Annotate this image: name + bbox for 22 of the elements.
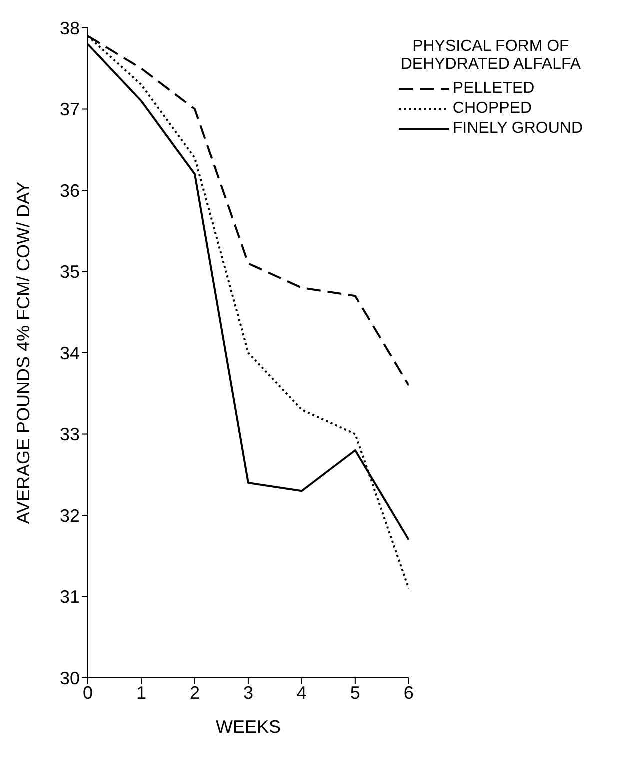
x-tick-label: 3 <box>243 682 254 703</box>
y-tick-label: 37 <box>60 100 80 120</box>
legend-title: PHYSICAL FORM OF DEHYDRATED ALFALFA <box>400 38 582 74</box>
x-tick-label: 5 <box>350 682 360 703</box>
y-axis-title: AVERAGE POUNDS 4% FCM/ COW/ DAY <box>13 182 34 524</box>
y-tick-label: 30 <box>60 668 80 688</box>
legend-label: CHOPPED <box>452 100 532 118</box>
x-tick-label: 6 <box>404 682 414 703</box>
y-tick-label: 31 <box>60 587 80 608</box>
y-tick-label: 35 <box>60 262 80 282</box>
x-tick-label: 4 <box>296 682 307 703</box>
y-tick-label: 36 <box>60 180 80 201</box>
x-tick-label: 2 <box>190 682 200 703</box>
x-axis-title: WEEKS <box>216 717 281 737</box>
y-tick-label: 33 <box>60 424 80 445</box>
legend-label: PELLETED <box>452 80 535 98</box>
y-tick-label: 38 <box>60 18 80 38</box>
x-tick-label: 1 <box>136 682 146 703</box>
x-tick-label: 0 <box>82 682 94 703</box>
y-tick-label: 34 <box>60 343 80 364</box>
legend-label: FINELY GROUND <box>452 120 583 138</box>
y-tick-label: 32 <box>60 506 80 526</box>
